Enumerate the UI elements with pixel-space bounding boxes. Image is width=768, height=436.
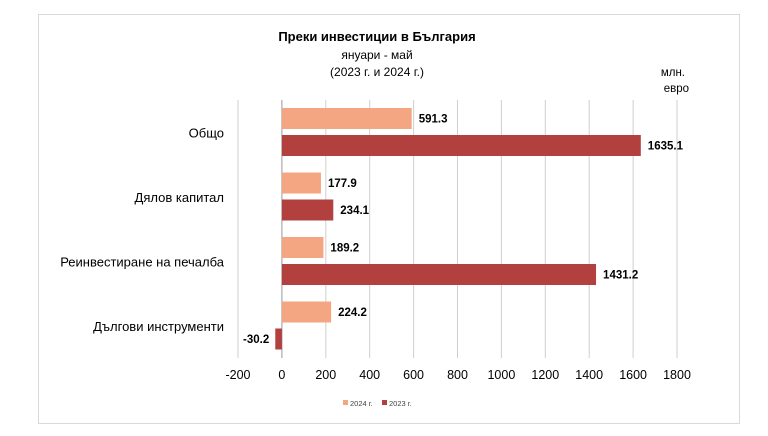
- x-tick-label: 600: [403, 368, 424, 382]
- bar-2024: [281, 108, 412, 129]
- x-tick-label: 0: [278, 368, 285, 382]
- data-label: 1431.2: [603, 270, 638, 282]
- x-tick-label: 1800: [663, 368, 691, 382]
- category-label: Общо: [189, 125, 224, 140]
- bar-2023: [281, 264, 597, 285]
- x-tick-label: 200: [315, 368, 336, 382]
- x-tick-label: 1000: [487, 368, 515, 382]
- data-label: 189.2: [330, 243, 359, 255]
- x-tick-label: -200: [225, 368, 250, 382]
- category-label: Дългови инструменти: [93, 319, 224, 334]
- unit-label-line2: евро: [664, 83, 689, 95]
- labels-layer: -200 0 200 400 600 800 1000 1200 1400 1600 1800 Общ…: [60, 114, 691, 383]
- chart-subtitle: януари - май: [341, 48, 412, 62]
- data-label: 1635.1: [648, 141, 684, 153]
- data-label: 234.1: [340, 205, 369, 217]
- bars-layer: [275, 108, 641, 350]
- chart-period: (2023 г. и 2024 г.): [330, 65, 424, 79]
- legend-label-2023: 2023 г.: [389, 399, 412, 408]
- x-tick-label: 400: [359, 368, 380, 382]
- data-label: 177.9: [328, 178, 357, 190]
- x-tick-label: 800: [447, 368, 468, 382]
- bar-2024: [281, 301, 332, 323]
- legend-label-2024: 2024 г.: [350, 399, 373, 408]
- x-tick-label: 1200: [531, 368, 559, 382]
- bar-2023: [281, 199, 334, 221]
- bar-2024: [281, 172, 321, 194]
- legend-swatch-2023: [382, 400, 387, 405]
- bar-2023: [275, 328, 282, 350]
- chart-title: Преки инвестиции в България: [278, 29, 475, 44]
- category-label: Дялов капитал: [135, 190, 224, 205]
- legend: 2024 г. 2023 г.: [343, 399, 412, 408]
- data-label: 224.2: [338, 307, 367, 319]
- legend-swatch-2024: [343, 400, 348, 405]
- x-tick-label: 1600: [619, 368, 647, 382]
- data-label: -30.2: [243, 334, 269, 346]
- unit-label-line1: млн.: [661, 67, 685, 79]
- bar-2023: [281, 135, 641, 156]
- category-label: Реинвестиране на печалба: [60, 254, 225, 269]
- x-tick-label: 1400: [575, 368, 603, 382]
- bar-2024: [281, 237, 324, 258]
- chart-frame: [38, 14, 740, 424]
- data-label: 591.3: [419, 114, 448, 126]
